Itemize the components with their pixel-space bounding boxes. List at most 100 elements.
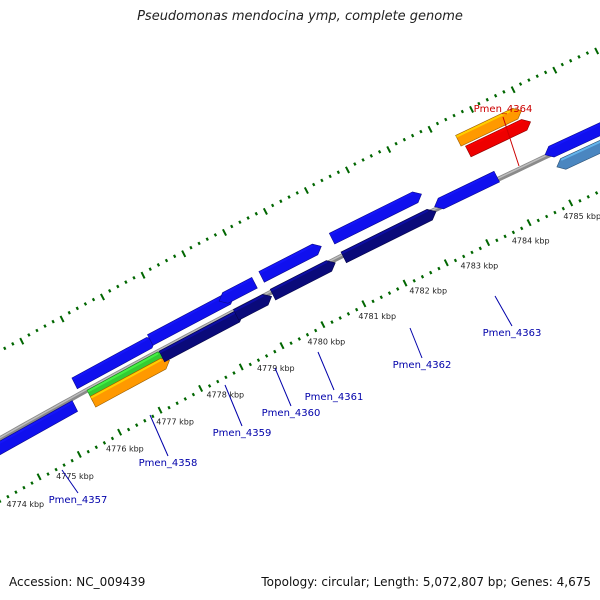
minor-tick <box>478 246 482 251</box>
minor-tick <box>254 211 258 216</box>
gene-pmen-4364[interactable] <box>465 119 532 158</box>
minor-tick <box>462 254 466 259</box>
minor-tick <box>191 392 196 397</box>
minor-tick <box>453 258 458 263</box>
major-tick <box>279 342 285 350</box>
minor-tick <box>578 199 582 203</box>
major-tick <box>100 293 105 301</box>
gene-pmen-4361[interactable] <box>269 260 336 301</box>
minor-tick <box>502 89 506 94</box>
gene-pmen-4364-body[interactable] <box>465 119 532 158</box>
gene-blue-upper[interactable] <box>258 243 322 283</box>
gene-blue-upper-body[interactable] <box>258 243 322 283</box>
minor-tick <box>511 230 516 235</box>
gene-label-pmen-4357[interactable]: Pmen_4357 <box>49 469 108 506</box>
gene-pmen-4363-shine <box>438 171 496 201</box>
gene-blue-upper[interactable] <box>218 276 258 304</box>
gene-labels[interactable]: Pmen_4357 Pmen_4358 Pmen_4359 Pmen_4360 Pmen… <box>49 104 542 506</box>
gene-features[interactable] <box>0 107 600 456</box>
minor-tick <box>569 58 573 63</box>
minor-tick <box>346 311 351 316</box>
gene-label-pmen-4358[interactable]: Pmen_4358 <box>139 414 198 469</box>
gene-label-pmen-4359[interactable]: Pmen_4359 <box>213 384 272 439</box>
gene-pmen-4364-orange-body[interactable] <box>455 107 522 147</box>
minor-tick <box>135 423 139 428</box>
gene-pmen-4363[interactable] <box>434 170 500 210</box>
minor-tick <box>585 51 590 55</box>
kbp-label: 4785 kbp <box>563 212 600 221</box>
minor-tick <box>295 191 299 195</box>
gene-blue-upper-body[interactable] <box>328 191 422 245</box>
label-leader-line <box>274 367 292 407</box>
minor-tick <box>545 214 549 219</box>
gene-blue-upper[interactable] <box>328 191 422 245</box>
major-tick <box>510 86 516 94</box>
gene-pmen-4363-body[interactable] <box>434 170 500 210</box>
gene-label-text[interactable]: Pmen_4357 <box>49 495 108 506</box>
major-tick <box>568 199 574 207</box>
gene-label-pmen-4360[interactable]: Pmen_4360 <box>262 367 321 419</box>
gene-blue-upper-shine <box>147 293 227 337</box>
major-tick <box>262 207 268 215</box>
gene-blue-upper-shine <box>222 277 253 295</box>
gene-blue-upper-body[interactable] <box>218 276 258 304</box>
gene-pmen-4357-body[interactable] <box>0 400 78 456</box>
minor-tick <box>328 174 332 179</box>
major-tick <box>117 428 123 436</box>
gene-label-pmen-4362[interactable]: Pmen_4362 <box>393 327 452 371</box>
gene-label-text[interactable]: Pmen_4358 <box>139 458 198 469</box>
minor-tick <box>27 333 31 337</box>
gene-pmen-4362[interactable] <box>340 208 437 264</box>
minor-tick <box>126 427 131 432</box>
minor-tick <box>470 250 474 255</box>
gene-blue-upper-shine <box>72 337 148 381</box>
gene-pmen-4358-orange-body[interactable] <box>89 357 170 408</box>
minor-tick <box>336 170 340 175</box>
minor-tick <box>518 82 523 86</box>
minor-tick <box>167 405 171 410</box>
major-tick <box>140 271 146 279</box>
label-leader-line <box>494 295 513 327</box>
label-leader-line <box>502 116 520 167</box>
gene-label-text[interactable]: Pmen_4361 <box>305 392 364 403</box>
minor-tick <box>248 362 252 367</box>
minor-tick <box>94 445 98 450</box>
minor-tick <box>54 467 58 472</box>
major-tick <box>443 259 449 267</box>
gene-pmen-4362-body[interactable] <box>340 208 437 264</box>
gene-pmen-4364-orange[interactable] <box>455 107 522 147</box>
minor-tick <box>164 258 169 263</box>
minor-tick <box>355 307 359 312</box>
minor-tick <box>102 440 107 445</box>
gene-label-pmen-4361[interactable]: Pmen_4361 <box>305 351 364 403</box>
gene-pmen-4360-body[interactable] <box>232 293 273 321</box>
gene-label-text[interactable]: Pmen_4359 <box>213 428 272 439</box>
gene-label-text[interactable]: Pmen_4364 <box>474 104 533 115</box>
minor-tick <box>594 191 599 195</box>
gene-label-pmen-4364[interactable]: Pmen_4364 <box>474 104 533 167</box>
gene-pmen-4358-orange[interactable] <box>89 357 170 408</box>
minor-tick <box>256 358 261 362</box>
gene-pmen-4357[interactable] <box>0 400 78 456</box>
gene-label-text[interactable]: Pmen_4363 <box>483 328 542 339</box>
minor-tick <box>369 153 373 158</box>
gene-pmen-4360[interactable] <box>232 293 273 321</box>
gene-label-text[interactable]: Pmen_4362 <box>393 360 452 371</box>
major-tick <box>402 279 408 287</box>
gene-steel-edge[interactable] <box>556 127 600 170</box>
gene-pmen-4357-shine <box>0 401 74 444</box>
gene-blue-edge[interactable] <box>544 113 600 158</box>
minor-tick <box>520 226 524 231</box>
minor-tick <box>289 341 293 346</box>
minor-tick <box>197 241 201 246</box>
major-tick <box>238 363 244 371</box>
minor-tick <box>216 379 220 384</box>
minor-tick <box>116 284 120 289</box>
gene-label-text[interactable]: Pmen_4360 <box>262 408 321 419</box>
gene-label-pmen-4363[interactable]: Pmen_4363 <box>483 295 542 339</box>
gene-pmen-4361-body[interactable] <box>269 260 336 301</box>
minor-tick <box>14 490 18 494</box>
gene-pmen-4358-orange-shine <box>90 358 162 399</box>
minor-tick <box>561 206 565 211</box>
